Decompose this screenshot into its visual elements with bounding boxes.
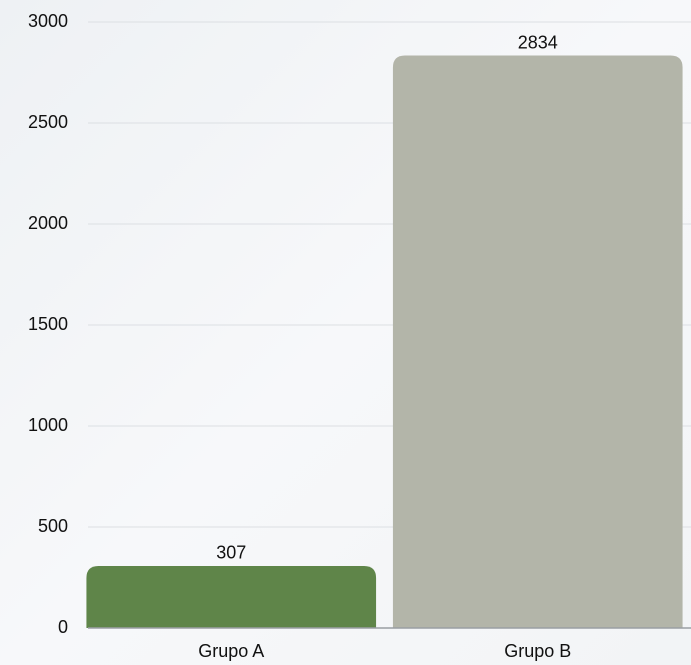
y-tick-label: 1500 (28, 314, 68, 334)
value-label: 307 (216, 543, 246, 563)
value-label: 2834 (518, 32, 558, 52)
y-tick-label: 0 (58, 617, 68, 637)
bar (86, 565, 377, 628)
y-tick-label: 2000 (28, 213, 68, 233)
x-tick-label: Grupo B (504, 641, 571, 661)
bar (392, 55, 683, 629)
y-tick-label: 1000 (28, 415, 68, 435)
y-tick-label: 500 (38, 516, 68, 536)
y-tick-label: 2500 (28, 112, 68, 132)
y-tick-label: 3000 (28, 11, 68, 31)
x-tick-label: Grupo A (198, 641, 264, 661)
